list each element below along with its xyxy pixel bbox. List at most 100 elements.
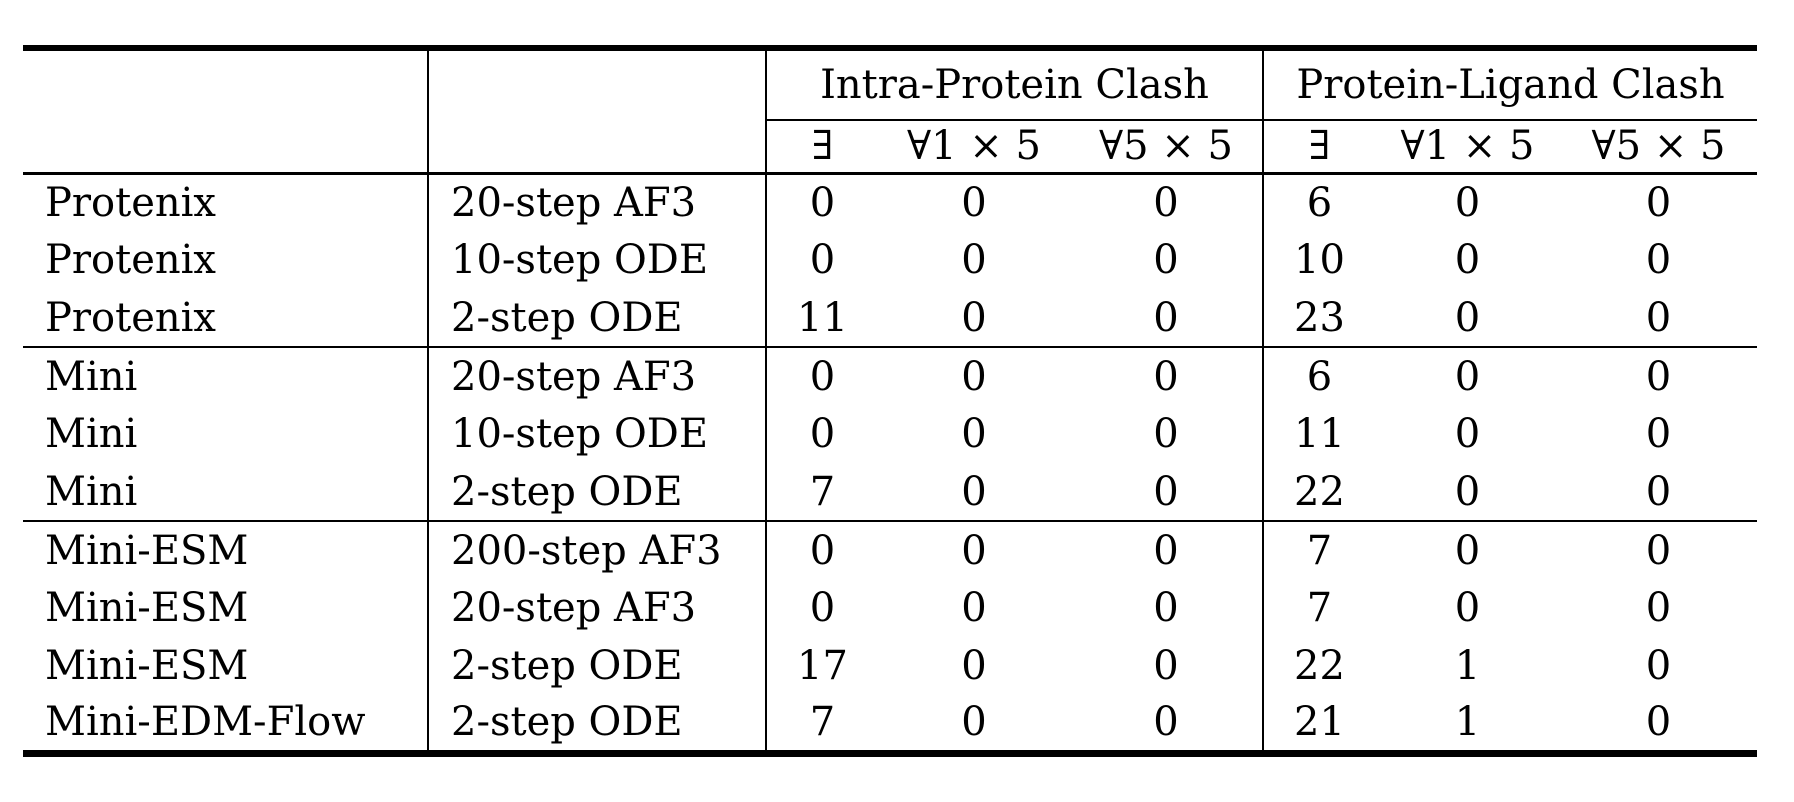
model-cell: Mini-ESM [23, 579, 429, 637]
table-row: Mini-ESM 2-step ODE 17 0 0 22 1 0 [23, 637, 1757, 695]
value-cell: 11 [765, 289, 878, 347]
value-cell: 0 [878, 171, 1070, 231]
value-cell: 0 [1454, 468, 1481, 515]
value-cell: 0 [765, 405, 878, 463]
value-cell: 0 [1070, 520, 1263, 579]
method-cell: 2-step ODE [451, 294, 683, 341]
group-header-protein-ligand-clash: Protein-Ligand Clash [1261, 48, 1758, 121]
value-cell: 0 [1454, 411, 1481, 457]
clash-results-table: Intra-Protein Clash Protein-Ligand Clash… [23, 45, 1758, 757]
value-cell: 0 [1645, 237, 1672, 283]
value-cell: 0 [1645, 643, 1672, 689]
value-cell: 11 [1262, 405, 1375, 463]
value-cell: 0 [1560, 520, 1758, 579]
value-cell: 0 [765, 231, 878, 289]
subheader-intra-exists: ∃ [765, 120, 878, 173]
value-cell: 17 [765, 637, 878, 695]
model-cell: Mini-ESM [23, 637, 429, 695]
value-cell: 0 [1375, 171, 1560, 231]
method-cell: 2-step ODE [451, 699, 683, 746]
value-cell: 22 [1262, 637, 1375, 695]
subheader-ligand-forall-1x5: ∀1 × 5 [1400, 123, 1535, 170]
value-cell: 0 [1070, 171, 1263, 231]
table-row: Mini 20-step AF3 0 0 0 6 0 0 [23, 346, 1758, 405]
value-cell: 0 [1645, 699, 1672, 746]
value-cell: 0 [961, 468, 987, 515]
value-cell: 0 [1153, 411, 1179, 457]
value-cell: 0 [765, 346, 878, 405]
value-cell: 0 [961, 411, 987, 457]
group-header-intra-protein-clash: Intra-Protein Clash [765, 48, 1263, 121]
value-cell: 6 [1262, 346, 1375, 405]
value-cell: 7 [1262, 579, 1375, 637]
table-row: Mini-ESM 20-step AF3 0 0 0 7 0 0 [23, 579, 1757, 637]
value-cell: 10 [1262, 231, 1375, 289]
value-cell: 0 [1153, 643, 1179, 689]
subheader-row: ∃ ∀1 × 5 ∀5 × 5 ∃ ∀1 × 5 ∀5 × 5 [23, 120, 1757, 173]
value-cell: 1 [1454, 699, 1481, 746]
value-cell: 0 [1153, 294, 1179, 341]
table-row: Mini-ESM 200-step AF3 0 0 0 7 0 0 [23, 520, 1758, 579]
value-cell: 21 [1262, 695, 1375, 753]
model-cell: Protenix [23, 289, 429, 347]
method-cell: 20-step AF3 [451, 585, 697, 631]
table-row: Mini 10-step ODE 0 0 0 11 0 0 [23, 405, 1757, 463]
method-cell: 10-step ODE [451, 237, 709, 283]
value-cell: 0 [1560, 346, 1758, 405]
method-cell: 200-step AF3 [428, 520, 766, 579]
value-cell: 0 [961, 585, 987, 631]
value-cell: 0 [1560, 171, 1758, 231]
value-cell: 0 [878, 520, 1070, 579]
table-row: Protenix 10-step ODE 0 0 0 10 0 0 [23, 231, 1757, 289]
method-cell: 20-step AF3 [428, 346, 766, 405]
value-cell: 0 [1153, 468, 1179, 515]
value-cell: 0 [1153, 699, 1179, 746]
table-body: Protenix 20-step AF3 0 0 0 6 0 0 Protenix 10-step… [23, 171, 1758, 753]
method-cell: 20-step AF3 [428, 171, 766, 231]
model-cell: Mini [23, 405, 429, 463]
method-cell: 2-step ODE [451, 468, 683, 515]
value-cell: 1 [1454, 643, 1481, 689]
value-cell: 0 [961, 237, 987, 283]
value-cell: 0 [1153, 237, 1179, 283]
value-cell: 0 [1153, 585, 1179, 631]
group-header-row: Intra-Protein Clash Protein-Ligand Clash [23, 48, 1758, 173]
value-cell: 0 [1454, 294, 1481, 341]
value-cell: 7 [765, 695, 878, 753]
value-cell: 0 [1645, 468, 1672, 515]
value-cell: 0 [1645, 294, 1672, 341]
model-cell: Mini-ESM [23, 520, 429, 579]
table-row: Protenix 20-step AF3 0 0 0 6 0 0 [23, 171, 1758, 231]
value-cell: 6 [1262, 171, 1375, 231]
method-cell: 2-step ODE [451, 643, 683, 689]
model-cell: Protenix [23, 171, 429, 231]
model-cell: Protenix [23, 231, 429, 289]
method-cell: 10-step ODE [451, 411, 709, 457]
value-cell: 0 [1070, 346, 1263, 405]
value-cell: 0 [961, 643, 987, 689]
value-cell: 23 [1262, 289, 1375, 347]
value-cell: 0 [878, 346, 1070, 405]
value-cell: 0 [1645, 411, 1672, 457]
value-cell: 0 [1375, 346, 1560, 405]
value-cell: 7 [1262, 520, 1375, 579]
subheader-ligand-exists: ∃ [1262, 120, 1375, 173]
subheader-ligand-forall-5x5: ∀5 × 5 [1591, 123, 1726, 170]
table-row: Protenix 2-step ODE 11 0 0 23 0 0 [23, 289, 1757, 347]
value-cell: 0 [1645, 585, 1672, 631]
model-cell: Mini-EDM-Flow [23, 695, 429, 753]
value-cell: 0 [1375, 520, 1560, 579]
value-cell: 0 [1454, 237, 1481, 283]
value-cell: 0 [765, 520, 878, 579]
value-cell: 0 [765, 171, 878, 231]
value-cell: 22 [1262, 463, 1375, 521]
subheader-intra-forall-5x5: ∀5 × 5 [1099, 123, 1233, 170]
value-cell: 7 [765, 463, 878, 521]
value-cell: 0 [765, 579, 878, 637]
model-cell: Mini [23, 346, 429, 405]
value-cell: 0 [961, 294, 987, 341]
model-cell: Mini [23, 463, 429, 521]
table-header: Intra-Protein Clash Protein-Ligand Clash… [23, 48, 1758, 173]
table-row: Mini 2-step ODE 7 0 0 22 0 0 [23, 463, 1757, 521]
